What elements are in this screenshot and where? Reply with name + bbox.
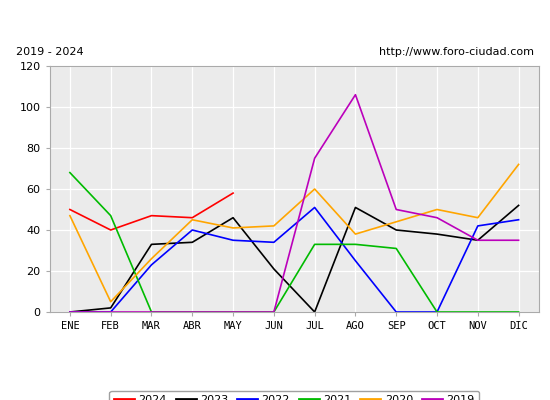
Text: 2019 - 2024: 2019 - 2024 [16, 47, 84, 57]
Text: Evolucion Nº Turistas Extranjeros en el municipio de Madridanos: Evolucion Nº Turistas Extranjeros en el … [32, 14, 518, 28]
Text: http://www.foro-ciudad.com: http://www.foro-ciudad.com [379, 47, 534, 57]
Legend: 2024, 2023, 2022, 2021, 2020, 2019: 2024, 2023, 2022, 2021, 2020, 2019 [109, 391, 479, 400]
